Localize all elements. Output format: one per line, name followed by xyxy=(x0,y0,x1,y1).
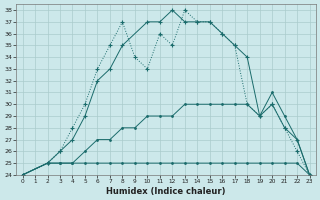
X-axis label: Humidex (Indice chaleur): Humidex (Indice chaleur) xyxy=(106,187,226,196)
